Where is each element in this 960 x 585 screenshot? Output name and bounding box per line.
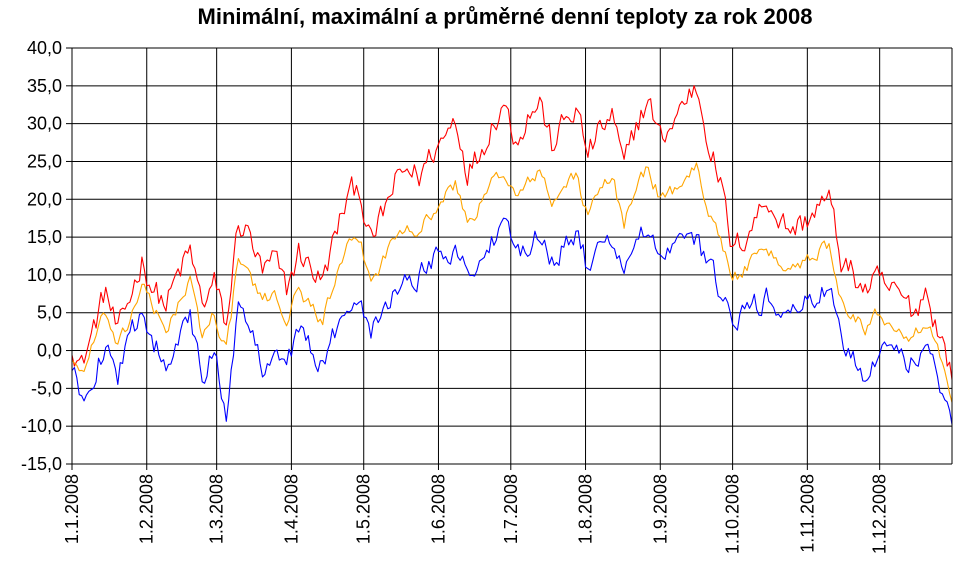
y-tick-label: -10,0 [21,416,62,436]
chart-title: Minimální, maximální a průměrné denní te… [197,4,813,29]
x-tick-label: 1.4.2008 [281,474,301,544]
x-tick-label: 1.5.2008 [354,474,374,544]
y-tick-label: 5,0 [37,303,62,323]
x-tick-label: 1.2.2008 [137,474,157,544]
y-tick-label: 15,0 [27,227,62,247]
x-tick-label: 1.12.2008 [870,474,890,554]
x-tick-label: 1.1.2008 [62,474,82,544]
y-tick-label: 40,0 [27,38,62,58]
y-tick-label: 35,0 [27,76,62,96]
y-tick-label: 10,0 [27,265,62,285]
y-tick-label: -5,0 [31,378,62,398]
x-tick-label: 1.6.2008 [428,474,448,544]
y-tick-label: 30,0 [27,114,62,134]
series-group [71,85,953,425]
x-tick-label: 1.7.2008 [501,474,521,544]
y-tick-label: 20,0 [27,189,62,209]
series-line-max [71,85,953,380]
series-line-min [71,217,953,425]
x-tick-label: 1.8.2008 [576,474,596,544]
series-line-avg [71,162,953,403]
x-tick-label: 1.10.2008 [723,474,743,554]
x-tick-label: 1.11.2008 [797,474,817,553]
y-tick-label: 0,0 [37,341,62,361]
y-tick-label: -15,0 [21,454,62,474]
x-tick-label: 1.9.2008 [650,474,670,544]
axes: -15,0 -10,0 -5,0 0,0 5,0 10,0 15,0 20,0 25,0 30,0… [21,38,953,554]
x-tick-label: 1.3.2008 [207,474,227,544]
grid [71,47,952,465]
y-tick-label: 25,0 [27,151,62,171]
